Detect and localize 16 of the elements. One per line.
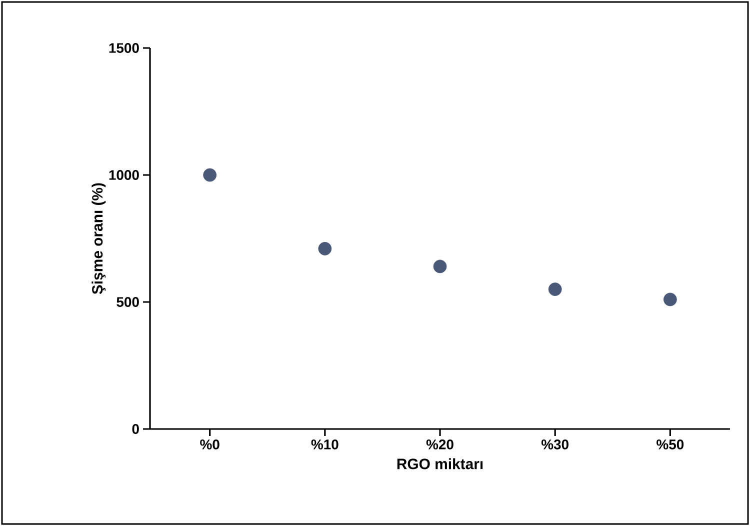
point	[318, 242, 332, 256]
x-tick-label: %30	[541, 440, 568, 450]
point	[663, 292, 677, 306]
y-axis-title: Şişme oranı (%)	[92, 183, 106, 294]
x-tick-label: %10	[311, 440, 338, 450]
point	[548, 282, 562, 296]
x-tick-label: %50	[656, 440, 684, 450]
x-tick-label: %0	[200, 440, 220, 450]
y-tick-label: 1500	[109, 43, 139, 53]
point	[203, 168, 217, 182]
y-tick-label: 0	[132, 424, 139, 434]
x-axis-title: RGO miktarı	[397, 458, 483, 470]
x-tick-label: %20	[426, 440, 454, 450]
y-tick-label: 1000	[109, 170, 139, 180]
y-tick-label: 500	[116, 297, 139, 307]
point	[433, 260, 447, 274]
